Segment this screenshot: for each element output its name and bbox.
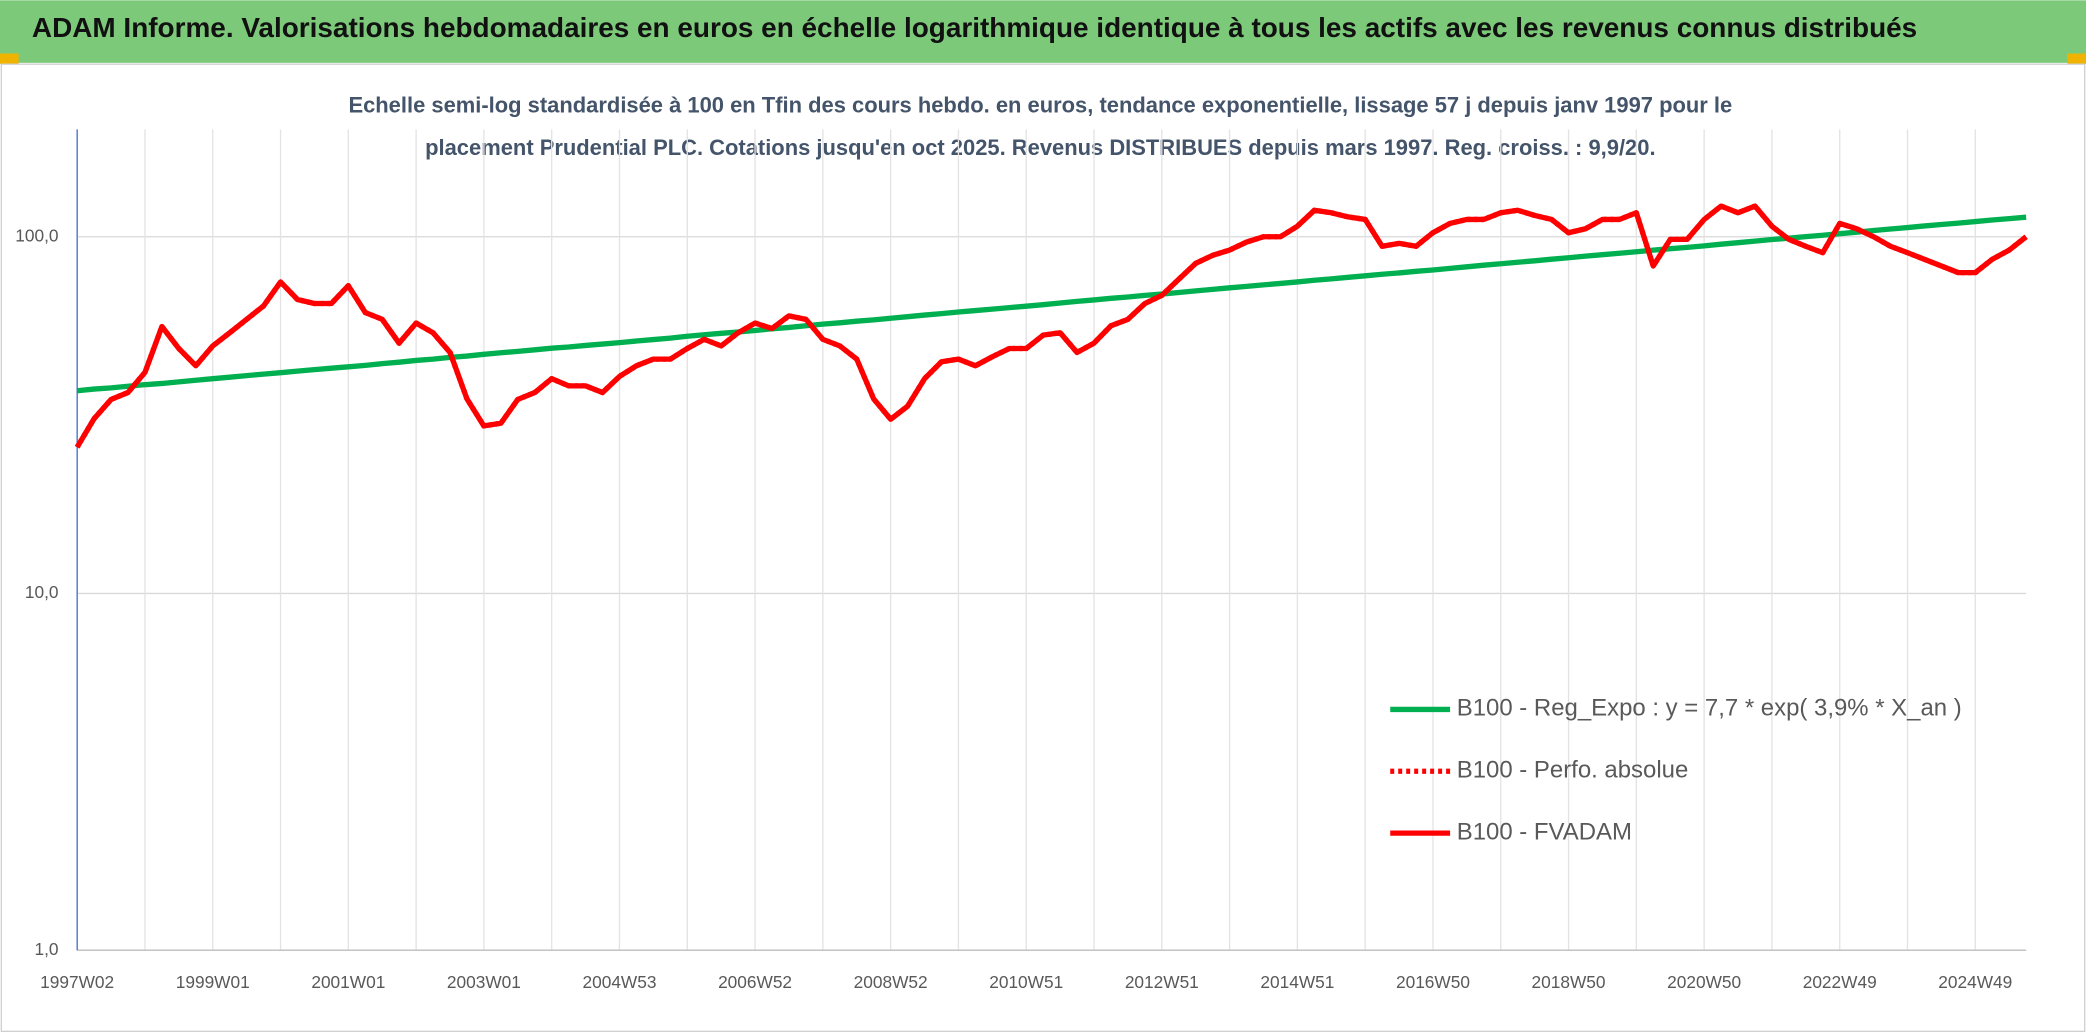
corner — [0, 53, 19, 65]
series-line — [74, 203, 2028, 449]
x-tick-label: 2022W49 — [1803, 972, 1877, 992]
legend-label: B100 - Reg_Expo : y = 7,7 * exp( 3,9% * … — [1457, 695, 1962, 722]
x-tick-label: 2012W51 — [1125, 972, 1199, 992]
x-tick-label: 2014W51 — [1260, 972, 1334, 992]
header-band — [0, 0, 2086, 63]
chart-title: ADAM Informe. Valorisations hebdomadaire… — [32, 12, 1917, 43]
x-tick-label: 2024W49 — [1938, 972, 2012, 992]
x-tick-label: 2004W53 — [582, 972, 656, 992]
x-tick-label: 2001W01 — [311, 972, 385, 992]
y-tick-label: 100,0 — [15, 225, 58, 245]
x-tick-label: 2006W52 — [718, 972, 792, 992]
y-tick-label: 10,0 — [25, 582, 59, 602]
legend-label: B100 - FVADAM — [1457, 818, 1632, 845]
corner — [2067, 53, 2086, 65]
chart-subtitle: placement Prudential PLC. Cotations jusq… — [425, 135, 1655, 160]
x-tick-label: 2008W52 — [854, 972, 928, 992]
x-tick-label: 1999W01 — [176, 972, 250, 992]
chart-subtitle: Echelle semi-log standardisée à 100 en T… — [348, 93, 1732, 118]
x-tick-label: 1997W02 — [40, 972, 114, 992]
y-tick-label: 1,0 — [35, 939, 59, 959]
x-tick-label: 2016W50 — [1396, 972, 1470, 992]
x-tick-label: 2020W50 — [1667, 972, 1741, 992]
x-tick-label: 2003W01 — [447, 972, 521, 992]
legend-label: B100 - Perfo. absolue — [1457, 757, 1689, 784]
x-tick-label: 2010W51 — [989, 972, 1063, 992]
x-tick-label: 2018W50 — [1532, 972, 1606, 992]
series-line — [76, 214, 2027, 394]
